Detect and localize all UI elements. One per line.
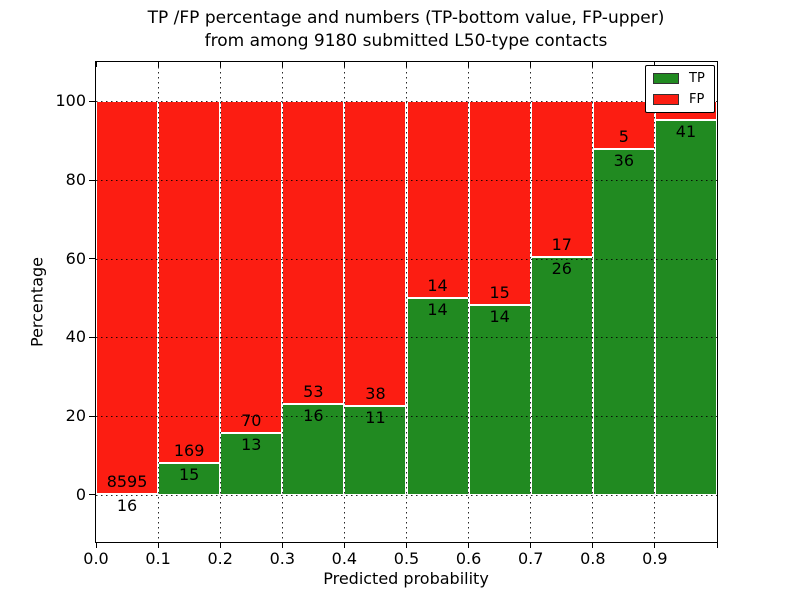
bar-7-fp-segment [530, 101, 593, 257]
bar-2-fp-count: 70 [241, 411, 262, 431]
bar-7-tp-count: 26 [551, 258, 572, 278]
bar-4-tp-count: 11 [365, 408, 386, 428]
x-tick-label-0.6: 0.6 [455, 549, 482, 568]
bar-7-fp-count: 17 [551, 234, 572, 254]
bar-3-fp-segment [282, 101, 345, 404]
x-tick-label-0.2: 0.2 [207, 549, 233, 568]
bar-0-fp-segment [96, 101, 159, 495]
x-tick-mark [343, 543, 345, 548]
x-tick-label-0.7: 0.7 [517, 549, 544, 568]
x-tick-mark [95, 543, 97, 548]
gridline-vertical [592, 62, 594, 542]
bar-5-tp-segment [406, 298, 469, 495]
x-tick-label-0.1: 0.1 [145, 549, 171, 568]
gridline-horizontal [96, 258, 717, 260]
bar-6-fp-segment [468, 101, 531, 305]
x-tick-label-0.0: 0.0 [83, 549, 109, 568]
bar-3-tp-segment [282, 403, 345, 495]
x-tick-mark [530, 543, 532, 548]
y-tick-mark [89, 415, 95, 417]
gridline-vertical [654, 62, 656, 542]
x-tick-mark [716, 543, 718, 548]
y-tick-label-80: 80 [65, 170, 86, 190]
bar-2-tp-count: 13 [241, 435, 262, 455]
gridline-horizontal [96, 180, 717, 182]
gridline-vertical [530, 62, 532, 542]
x-tick-label-0.8: 0.8 [580, 549, 606, 568]
x-axis-label: Predicted probability [323, 569, 489, 588]
x-tick-mark [654, 543, 656, 548]
gridline-vertical [157, 62, 159, 542]
bar-4-fp-count: 38 [365, 384, 386, 404]
x-tick-mark [95, 62, 97, 67]
bar-6-tp-count: 14 [489, 306, 510, 326]
x-tick-mark [219, 543, 221, 548]
y-tick-mark [89, 179, 95, 181]
y-tick-label-40: 40 [65, 327, 86, 347]
bar-7-tp-segment [530, 256, 593, 495]
chart-title-line1: TP /FP percentage and numbers (TP-bottom… [147, 8, 665, 28]
bar-1-tp-count: 15 [178, 464, 200, 484]
bar-8-tp-segment [592, 149, 655, 495]
bar-1-fp-segment [158, 101, 221, 463]
gridline-vertical [219, 62, 221, 542]
x-tick-label-0.9: 0.9 [642, 549, 668, 568]
bar-1-tp-segment [158, 462, 221, 495]
gridline-vertical [343, 62, 345, 542]
y-tick-mark [89, 336, 95, 338]
y-tick-mark [89, 258, 95, 260]
y-tick-label-60: 60 [65, 248, 86, 268]
gridline-horizontal [96, 101, 717, 103]
gridline-horizontal [96, 337, 717, 339]
chart-title-line2: from among 9180 submitted L50-type conta… [204, 31, 608, 51]
y-tick-label-20: 20 [65, 406, 86, 426]
bar-2-tp-segment [220, 433, 283, 495]
bar-9-tp-count: 41 [675, 121, 697, 141]
bar-5-fp-count: 14 [427, 276, 448, 296]
gridline-vertical [281, 62, 283, 542]
gridline-vertical [468, 62, 470, 542]
bar-4-fp-segment [344, 101, 407, 407]
x-tick-label-0.3: 0.3 [269, 549, 296, 568]
y-tick-label-100: 100 [55, 91, 86, 111]
legend-label-fp: FP [689, 91, 705, 107]
bar-3-tp-count: 16 [303, 405, 324, 425]
gridline-horizontal [96, 416, 717, 418]
y-tick-label-0: 0 [75, 484, 86, 504]
x-tick-mark [716, 62, 718, 67]
y-tick-mark [89, 100, 95, 102]
bar-6-fp-count: 15 [489, 282, 510, 302]
bar-8-fp-count: 5 [618, 127, 629, 147]
bar-2-fp-segment [220, 101, 283, 434]
x-tick-mark [281, 543, 283, 548]
bar-4-tp-segment [344, 406, 407, 495]
bar-8-tp-count: 36 [613, 151, 635, 171]
bar-5-fp-segment [406, 101, 469, 299]
x-tick-label-0.4: 0.4 [331, 549, 358, 568]
bar-0-fp-count: 8595 [106, 472, 148, 492]
bar-1-fp-count: 169 [173, 440, 205, 460]
legend-item-tp: TP [646, 71, 714, 86]
legend-item-fp: FP [646, 92, 714, 107]
bar-9-tp-segment [654, 119, 717, 495]
x-tick-label-0.5: 0.5 [393, 549, 420, 568]
bar-0-tp-count: 16 [116, 496, 138, 516]
gridline-horizontal [96, 494, 717, 496]
bar-6-tp-segment [468, 304, 531, 495]
plot-area: 8595 16 169 15 70 13 53 16 38 11 14 14 15 14 17 26 5 36 41 [95, 61, 718, 543]
x-tick-mark [157, 543, 159, 548]
y-tick-mark [89, 494, 95, 496]
gridline-vertical [406, 62, 407, 542]
x-tick-mark [592, 543, 594, 548]
bar-5-tp-count: 14 [427, 300, 448, 320]
x-tick-mark [406, 543, 407, 548]
x-tick-mark [468, 543, 470, 548]
legend: TP FP [645, 65, 715, 113]
legend-label-tp: TP [689, 71, 705, 87]
legend-swatch-tp [653, 73, 679, 85]
legend-swatch-fp [653, 93, 679, 105]
bar-3-fp-count: 53 [303, 381, 324, 401]
